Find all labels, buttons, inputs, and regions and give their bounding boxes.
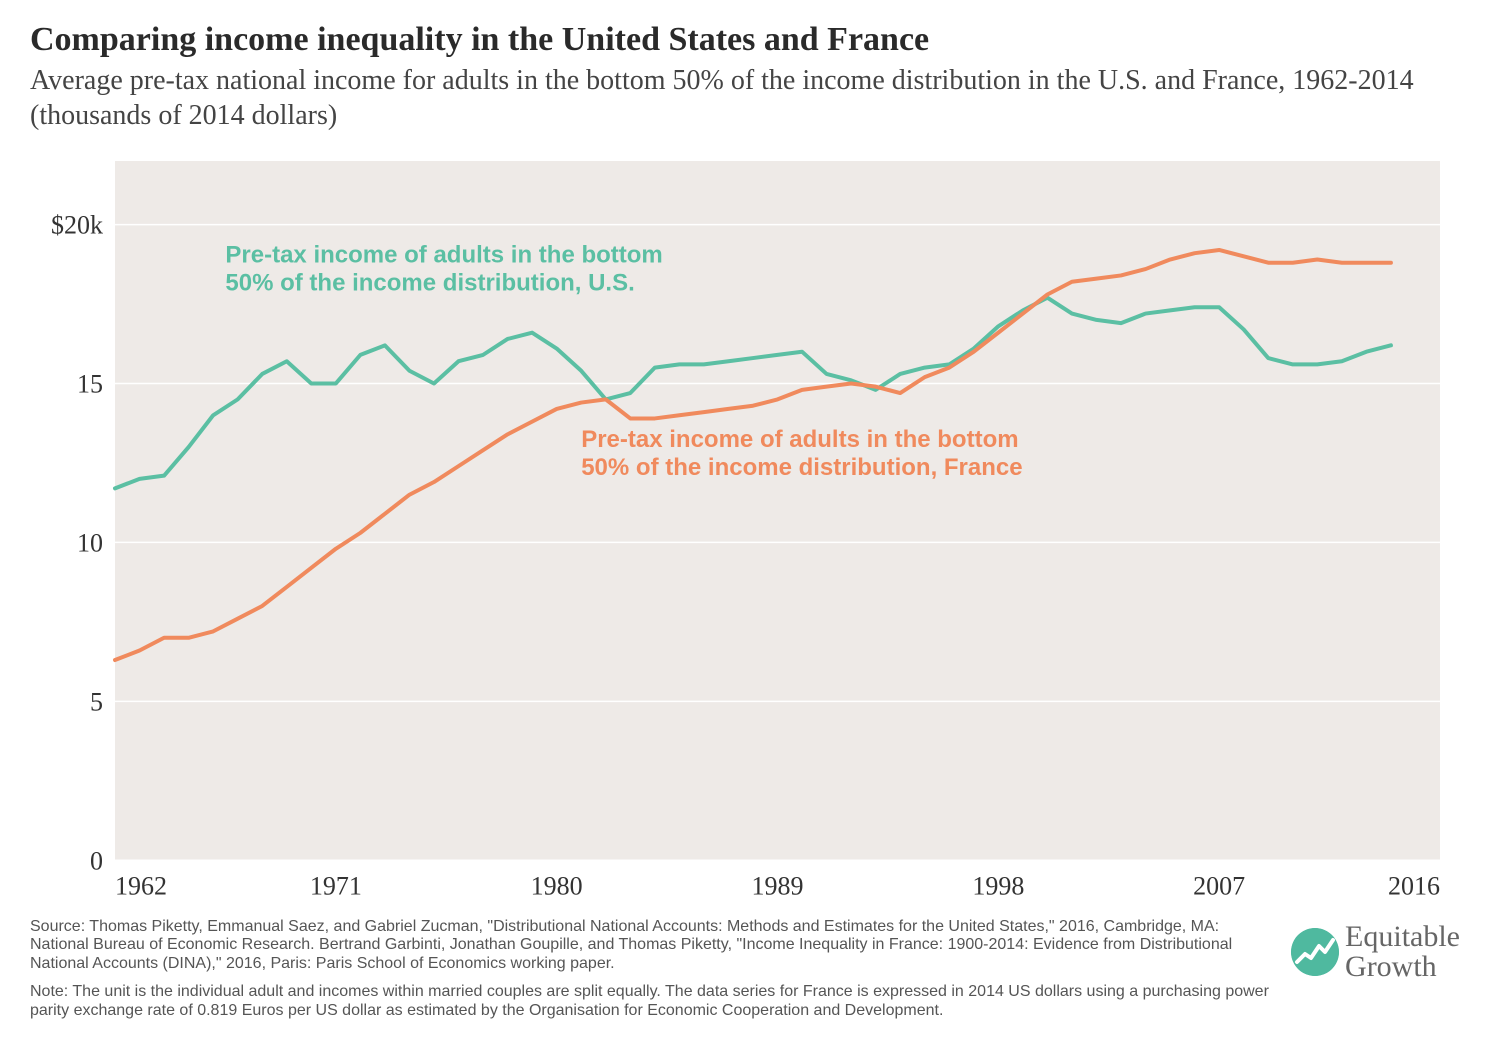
svg-text:1980: 1980	[531, 871, 583, 900]
logo-icon	[1291, 928, 1339, 976]
svg-text:$20k: $20k	[51, 210, 103, 239]
svg-text:1998: 1998	[972, 871, 1024, 900]
svg-text:10: 10	[77, 528, 103, 557]
svg-text:50% of the income distribution: 50% of the income distribution, U.S.	[225, 270, 634, 297]
line-chart-svg: 0 5 10 15 $20k 1962 1971 1980 1989 1998 2007 2016 Pr…	[30, 151, 1460, 910]
svg-text:50% of the income distribution: 50% of the income distribution, France	[581, 454, 1022, 481]
svg-text:Pre-tax income of adults in th: Pre-tax income of adults in the bottom	[225, 242, 662, 269]
logo: Equitable Growth	[1291, 918, 1460, 982]
chart-area: 0 5 10 15 $20k 1962 1971 1980 1989 1998 2007 2016 Pr…	[30, 151, 1460, 910]
svg-text:1962: 1962	[115, 871, 167, 900]
logo-line2: Growth	[1345, 952, 1460, 982]
svg-text:1971: 1971	[310, 871, 362, 900]
svg-text:5: 5	[90, 687, 103, 716]
svg-text:Pre-tax income of adults in th: Pre-tax income of adults in the bottom	[581, 426, 1018, 453]
svg-text:2016: 2016	[1388, 871, 1440, 900]
source-text: Source: Thomas Piketty, Emmanual Saez, a…	[30, 918, 1271, 973]
note-text: Note: The unit is the individual adult a…	[30, 983, 1271, 1020]
svg-text:1989: 1989	[752, 871, 804, 900]
svg-text:2007: 2007	[1193, 871, 1245, 900]
footer-text: Source: Thomas Piketty, Emmanual Saez, a…	[30, 918, 1271, 1030]
chart-title: Comparing income inequality in the Unite…	[30, 20, 1460, 61]
svg-text:0: 0	[90, 846, 103, 875]
header: Comparing income inequality in the Unite…	[30, 20, 1460, 133]
logo-line1: Equitable	[1345, 922, 1460, 952]
chart-subtitle: Average pre-tax national income for adul…	[30, 63, 1460, 133]
chart-container: Comparing income inequality in the Unite…	[0, 0, 1490, 1040]
logo-text: Equitable Growth	[1345, 922, 1460, 982]
footer: Source: Thomas Piketty, Emmanual Saez, a…	[30, 918, 1460, 1030]
svg-text:15: 15	[77, 369, 103, 398]
